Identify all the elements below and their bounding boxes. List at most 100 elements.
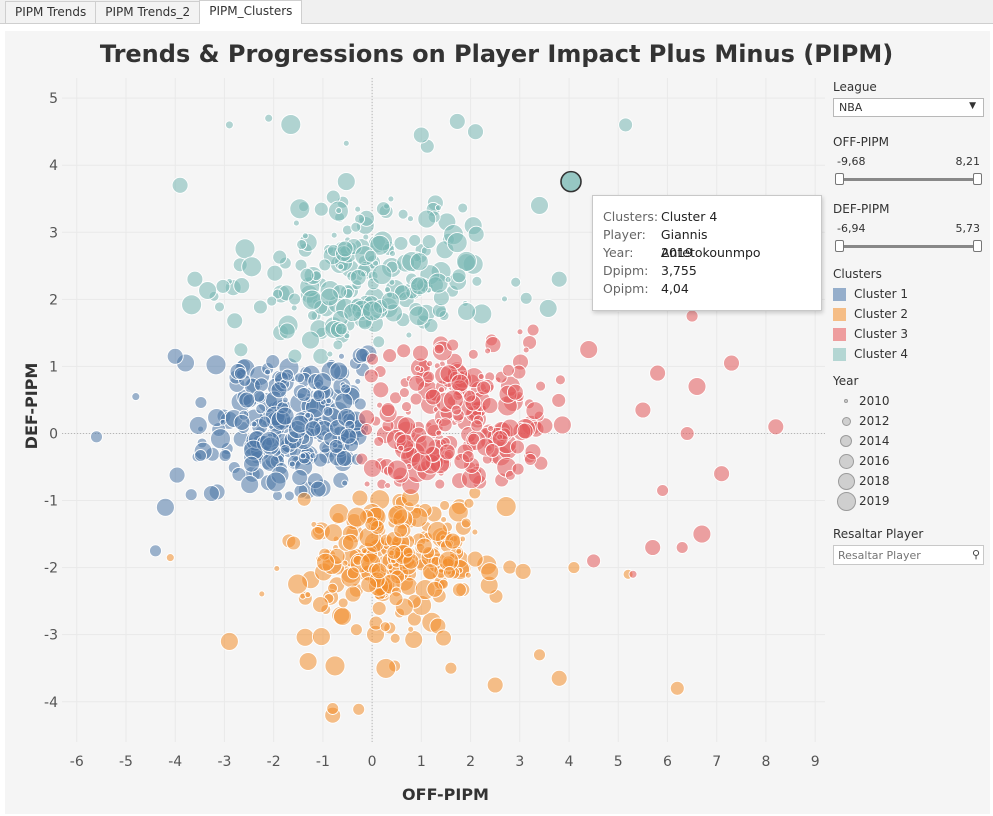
size-dot-icon [836,491,856,511]
legend-cluster-3[interactable]: Cluster 3 [833,324,988,344]
data-point-cluster-2 [463,497,475,509]
data-point-cluster-3 [362,458,382,478]
year-size-2016[interactable]: 2016 [833,451,988,471]
y-tick-label: -2 [44,561,58,577]
data-point-cluster-2 [444,661,458,675]
data-point-cluster-4 [301,330,320,350]
data-point-cluster-3 [450,373,470,393]
data-point-cluster-2 [312,596,329,614]
data-point-cluster-3 [522,346,530,354]
data-point-cluster-4 [292,219,300,227]
data-point-cluster-4 [538,298,558,318]
y-tick-label: 2 [49,292,58,308]
data-point-cluster-4 [226,312,244,330]
data-point-cluster-1 [210,428,231,450]
data-point-cluster-3 [523,452,537,466]
data-point-cluster-4 [372,335,386,349]
data-point-cluster-3 [679,426,695,441]
x-tick-label: -2 [267,754,281,770]
legend-swatch [833,347,846,361]
legend-cluster-1-label: Cluster 1 [854,287,909,301]
data-point-cluster-4 [421,234,437,250]
data-point-cluster-2 [295,627,315,647]
data-point-cluster-4 [241,256,263,278]
data-point-cluster-3 [510,439,525,455]
data-point-cluster-4 [389,250,396,258]
data-point-cluster-1 [184,488,198,502]
legend-cluster-1[interactable]: Cluster 1 [833,284,988,304]
data-point-cluster-3 [526,323,540,337]
data-point-cluster-1 [240,475,260,495]
data-point-cluster-2 [298,652,318,671]
year-size-2012[interactable]: 2012 [833,411,988,431]
data-point-cluster-3 [554,374,566,386]
data-point-cluster-4 [181,294,203,316]
data-point-cluster-1 [334,392,354,412]
data-point-cluster-1 [233,413,251,431]
data-point-cluster-4 [332,339,344,351]
size-dot-icon [838,453,854,469]
tab-pipm-trends-2[interactable]: PIPM Trends_2 [95,1,201,23]
data-point-cluster-1 [309,452,317,460]
data-point-cluster-2 [337,597,349,609]
year-size-2018[interactable]: 2018 [833,471,988,491]
data-point-cluster-2 [316,552,335,572]
clusters-legend-title: Clusters [833,267,882,281]
data-point-cluster-4 [264,113,274,123]
legend-cluster-2[interactable]: Cluster 2 [833,304,988,324]
year-size-2010[interactable]: 2010 [833,391,988,411]
year-size-2010-label: 2010 [859,394,890,408]
data-point-cluster-1 [166,347,184,365]
data-point-cluster-1 [205,354,227,376]
data-point-cluster-3 [552,415,572,435]
data-point-cluster-3 [373,436,385,447]
data-point-cluster-2 [333,607,352,626]
legend-cluster-4[interactable]: Cluster 4 [833,344,988,364]
data-point-cluster-3 [363,480,371,488]
year-size-2019[interactable]: 2019 [833,491,988,511]
tab-pipm-clusters[interactable]: PIPM_Clusters [199,0,303,24]
year-size-2014[interactable]: 2014 [833,431,988,451]
search-icon[interactable]: ⚲ [971,548,980,561]
def-pipm-slider-min-handle[interactable] [835,240,844,252]
data-point-cluster-4 [342,139,350,147]
data-point-cluster-4 [362,300,383,322]
off-pipm-slider-max-handle[interactable] [973,173,982,185]
data-point-cluster-1 [265,354,281,370]
highlighted-point [560,170,582,193]
highlight-player-input[interactable] [833,545,984,565]
data-point-cluster-3 [685,309,699,323]
tooltip: Clusters: Cluster 4 Player: Giannis Ante… [592,195,822,311]
data-point-cluster-2 [370,562,388,580]
legend-cluster-3-label: Cluster 3 [854,327,909,341]
x-tick-label: 9 [811,754,820,770]
off-pipm-slider[interactable] [833,172,984,186]
data-point-cluster-1 [354,377,362,385]
data-point-cluster-4 [550,270,568,288]
scatter-chart[interactable]: -6 -5 -4 -3 -2 -1 0 1 2 3 4 5 6 7 8 9 5 4 3 2 1 0 -1 -2 -3 -4 OFF-… [0,0,830,816]
def-pipm-slider-max-handle[interactable] [973,240,982,252]
y-tick-label: 3 [49,225,58,241]
data-point-cluster-4 [307,310,318,321]
data-point-cluster-1 [90,430,103,444]
data-point-cluster-4 [364,249,378,263]
data-point-cluster-3 [398,387,410,399]
data-point-cluster-2 [258,590,266,598]
data-point-cluster-1 [218,449,232,463]
x-tick-label: 0 [368,754,377,770]
data-point-cluster-3 [516,422,534,440]
data-point-cluster-4 [266,295,278,307]
data-point-cluster-2 [415,537,433,555]
data-point-cluster-4 [278,322,296,340]
data-point-cluster-2 [447,501,469,523]
y-tick-label: -4 [44,695,58,711]
data-point-cluster-2 [349,623,363,637]
league-select[interactable]: NBA ▼ [833,98,984,117]
data-point-cluster-4 [618,117,634,133]
tooltip-row-opipm: Opipm: 4,04 [603,280,811,298]
data-point-cluster-1 [312,389,326,403]
data-point-cluster-4 [410,276,430,296]
off-pipm-slider-min-handle[interactable] [835,173,844,185]
tooltip-key: Dpipm: [603,263,649,278]
def-pipm-slider[interactable] [833,239,984,253]
